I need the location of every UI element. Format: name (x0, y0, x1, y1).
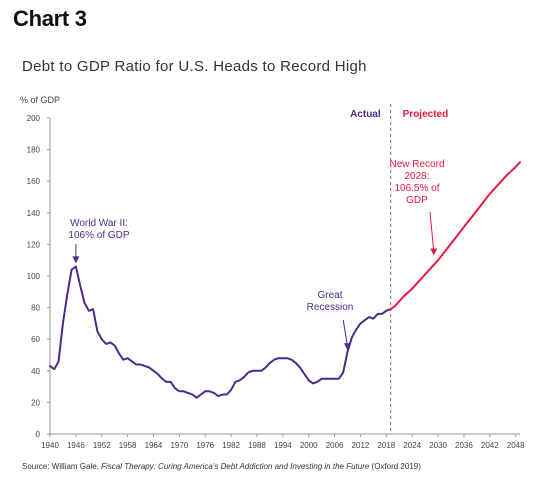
x-tick-label: 2012 (352, 441, 370, 450)
x-tick-label: 2024 (403, 441, 421, 450)
annotation-record-line: 106.5% of (394, 183, 439, 194)
annotation-record-line: New Record (389, 159, 444, 170)
x-tick-label: 2018 (377, 441, 395, 450)
source-prefix: Source: William Gale, (22, 462, 102, 471)
annotation-record-line: GDP (406, 195, 428, 206)
x-tick-label: 1964 (145, 441, 163, 450)
y-tick-label: 20 (31, 398, 40, 407)
y-tick-label: 200 (27, 114, 41, 123)
x-tick-label: 2000 (300, 441, 318, 450)
y-axis-title: % of GDP (20, 95, 60, 105)
y-tick-label: 80 (31, 304, 40, 313)
y-tick-label: 60 (31, 335, 40, 344)
annotation-ww2-arrow-head (72, 256, 80, 264)
y-tick-label: 40 (31, 367, 40, 376)
y-tick-label: 0 (36, 430, 41, 439)
annotation-record-arrow-head (430, 248, 438, 256)
annotation-record-line: 2028: (404, 171, 429, 182)
region-label-actual: Actual (350, 109, 381, 120)
x-tick-label: 2030 (429, 441, 447, 450)
x-tick-label: 1976 (196, 441, 214, 450)
x-tick-label: 1946 (67, 441, 85, 450)
annotation-ww2-line: 106% of GDP (68, 230, 129, 241)
source-note: Source: William Gale, Fiscal Therapy: Cu… (22, 462, 421, 471)
source-suffix: (Oxford 2019) (369, 462, 421, 471)
annotation-recession-line: Recession (307, 302, 354, 313)
x-tick-label: 1970 (170, 441, 188, 450)
series-line-actual (49, 265, 392, 399)
region-label-projected: Projected (403, 109, 449, 120)
annotation-recession-arrow-head (344, 343, 352, 351)
x-tick-label: 2048 (507, 441, 525, 450)
annotation-recession-arrow-stem (342, 319, 349, 347)
x-tick-label: 1994 (274, 441, 292, 450)
x-tick-label: 1958 (119, 441, 137, 450)
x-tick-label: 2036 (455, 441, 473, 450)
y-tick-label: 180 (27, 146, 41, 155)
annotation-record-arrow-stem (429, 211, 435, 252)
x-tick-label: 1982 (222, 441, 240, 450)
annotation-recession-line: Great (317, 290, 342, 301)
x-tick-label: 1988 (248, 441, 266, 450)
x-tick-label: 1952 (93, 441, 111, 450)
y-tick-label: 100 (27, 272, 41, 281)
y-tick-label: 140 (27, 209, 41, 218)
y-tick-label: 160 (27, 177, 41, 186)
source-book-title: Fiscal Therapy: Curing America's Debt Ad… (101, 462, 370, 471)
series-line-projected (389, 161, 521, 311)
annotation-ww2-line: World War II: (70, 218, 128, 229)
x-tick-label: 2042 (481, 441, 499, 450)
chart-title: Debt to GDP Ratio for U.S. Heads to Reco… (22, 58, 367, 75)
y-tick-label: 120 (27, 240, 41, 249)
figure-label: Chart 3 (13, 6, 87, 31)
x-tick-label: 2006 (326, 441, 344, 450)
x-tick-label: 1940 (41, 441, 59, 450)
